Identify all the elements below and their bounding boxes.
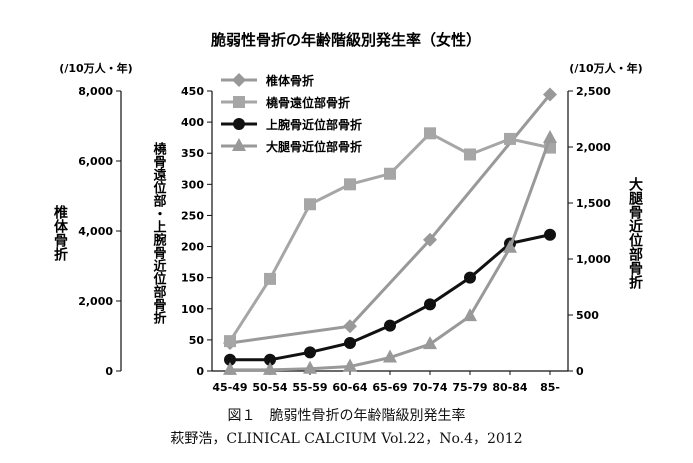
left-outer-tick-label: 4,000 <box>78 225 113 238</box>
right-axis-tick-label: 500 <box>576 309 599 322</box>
series-3 <box>223 130 557 375</box>
legend-marker-3 <box>232 138 246 151</box>
series-1-line <box>228 131 551 342</box>
left-inner-tick-label: 450 <box>181 85 204 98</box>
left-outer-unit: (/10万人・年) <box>59 61 132 75</box>
x-tick-label: 85- <box>540 381 560 394</box>
right-axis-tick-label: 0 <box>576 365 584 378</box>
left-inner-tick-label: 300 <box>181 178 204 191</box>
x-tick-label: 65-69 <box>372 381 407 394</box>
series-3-point <box>463 308 477 322</box>
series-2-point <box>264 353 276 366</box>
series-1-point <box>224 335 236 348</box>
left-inner-tick-label: 100 <box>181 303 204 316</box>
series-1-point <box>424 127 436 140</box>
series-3-point <box>383 349 397 363</box>
x-tick-label: 60-64 <box>332 381 368 394</box>
legend-label-1: 橈骨遠位部骨折 <box>266 95 350 110</box>
series-2-point <box>224 353 236 366</box>
series-2-point <box>304 346 316 359</box>
chart-title: 脆弱性骨折の年齢階級別発生率（女性） <box>211 31 481 49</box>
left-inner-tick-label: 250 <box>181 209 204 222</box>
x-tick-label: 70-74 <box>412 381 448 394</box>
series-3-point <box>543 130 557 144</box>
series-2-point <box>544 228 556 241</box>
left-inner-tick-label: 350 <box>181 147 204 160</box>
left-inner-tick-label: 400 <box>181 116 204 129</box>
series-0-point <box>423 232 437 247</box>
legend-marker-1 <box>233 96 245 108</box>
left-outer-tick-label: 8,000 <box>78 85 113 98</box>
right-axis-tick-label: 2,000 <box>576 141 611 154</box>
left-inner-tick-label: 50 <box>189 334 205 347</box>
fracture-incidence-chart: 脆弱性骨折の年齢階級別発生率（女性） (/10万人・年) (/10万人・年) 椎… <box>52 31 643 394</box>
series-0 <box>223 87 557 350</box>
series-0-point <box>543 87 557 102</box>
series-1 <box>224 127 556 348</box>
series-1-point <box>344 178 356 191</box>
legend-marker-0 <box>232 73 246 87</box>
series-2-point <box>384 319 396 332</box>
legend-label-3: 大腿骨近位部骨折 <box>266 139 362 154</box>
series-2-line <box>230 233 551 362</box>
series-3-point <box>223 361 237 375</box>
legend-marker-2 <box>233 118 245 130</box>
left-outer-tick-label: 6,000 <box>78 155 113 168</box>
series-2-point <box>464 271 476 284</box>
right-axis-unit: (/10万人・年) <box>569 61 642 75</box>
series-3-point <box>303 360 317 374</box>
series-3-point <box>503 239 517 253</box>
left-outer-axis-label: 椎体骨折 <box>52 204 69 262</box>
left-inner-axis-label: 橈骨遠位部・上腕骨近位部骨折 <box>151 141 167 325</box>
series-0-point <box>343 319 357 334</box>
figure-source: 萩野浩，CLINICAL CALCIUM Vol.22，No.4，2012 <box>170 431 523 447</box>
x-tick-label: 45-49 <box>212 381 247 394</box>
left-outer-tick-label: 0 <box>105 365 113 378</box>
series-3-point <box>343 358 357 372</box>
series-1-point <box>384 167 396 180</box>
series-2 <box>224 228 556 366</box>
series-2-point <box>424 298 436 311</box>
series-3-point <box>263 361 277 375</box>
series-0-line <box>229 93 552 345</box>
series-1-point <box>264 272 276 285</box>
series-lines <box>223 87 557 375</box>
legend-label-0: 椎体骨折 <box>265 73 314 88</box>
x-tick-label: 50-54 <box>252 381 288 394</box>
x-tick-label: 80-84 <box>492 381 528 394</box>
left-outer-tick-label: 2,000 <box>78 295 113 308</box>
right-axis-tick-label: 2,500 <box>576 85 611 98</box>
x-tick-label: 75-79 <box>452 381 487 394</box>
axes: 8,000 6,000 4,000 2,000 0 450 400 350 300 250 200 1… <box>78 85 611 394</box>
series-1-point <box>304 198 316 211</box>
left-inner-tick-label: 150 <box>181 272 204 285</box>
figure-caption: 図１ 脆弱性骨折の年齢階級別発生率 <box>227 408 466 424</box>
x-tick-label: 55-59 <box>292 381 327 394</box>
right-axis-tick-label: 1,000 <box>576 253 611 266</box>
series-1-point <box>464 148 476 161</box>
right-axis-label: 大腿骨近位部骨折 <box>627 176 643 290</box>
series-2-point <box>344 337 356 349</box>
legend-label-2: 上腕骨近位部骨折 <box>266 117 362 132</box>
left-inner-tick-label: 0 <box>196 365 204 378</box>
left-inner-tick-label: 200 <box>181 241 204 254</box>
right-axis-tick-label: 1,500 <box>576 197 611 210</box>
series-1-point <box>504 132 516 145</box>
series-3-point <box>423 336 437 350</box>
